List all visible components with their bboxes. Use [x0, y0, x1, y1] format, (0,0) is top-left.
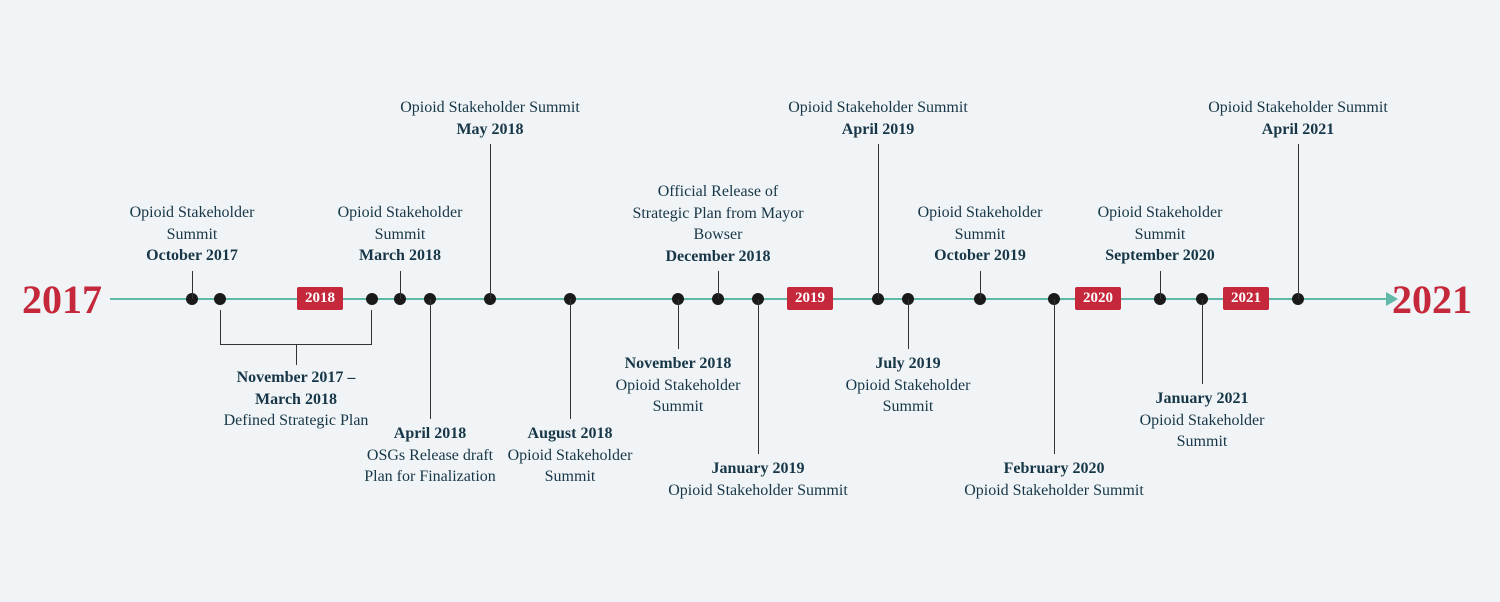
event-date: April 2021 [1178, 119, 1418, 141]
event-date: September 2020 [1080, 245, 1240, 267]
event-date: November 2017 – March 2018 [216, 367, 376, 410]
year-marker-2018: 2018 [297, 287, 343, 310]
event-date: January 2021 [1132, 388, 1272, 410]
event-stem [678, 299, 679, 349]
timeline-dot [366, 293, 378, 305]
event-stem [1298, 144, 1299, 299]
event-desc: Defined Strategic Plan [216, 410, 376, 432]
event-jul2019: July 2019Opioid Stakeholder Summit [843, 353, 973, 418]
event-stem [570, 299, 571, 419]
event-desc: Opioid Stakeholder Summit [1178, 97, 1418, 119]
event-may2018: Opioid Stakeholder SummitMay 2018 [370, 97, 610, 140]
event-nov2018: November 2018Opioid Stakeholder Summit [603, 353, 753, 418]
event-stem [718, 271, 719, 299]
event-stem [430, 299, 431, 419]
event-desc: Opioid Stakeholder Summit [370, 97, 610, 119]
event-stem [908, 299, 909, 349]
event-stem [296, 345, 297, 365]
event-stem [1160, 271, 1161, 299]
event-date: January 2019 [643, 458, 873, 480]
event-jan2021: January 2021Opioid Stakeholder Summit [1132, 388, 1272, 453]
event-desc: Opioid Stakeholder Summit [1132, 410, 1272, 453]
event-mar2018: Opioid Stakeholder SummitMarch 2018 [330, 202, 470, 267]
event-desc: Official Release of Strategic Plan from … [628, 181, 808, 246]
event-stem [878, 144, 879, 299]
timeline-end-year: 2021 [1392, 276, 1472, 323]
event-stem [758, 299, 759, 454]
event-date: November 2018 [603, 353, 753, 375]
event-feb2020: February 2020Opioid Stakeholder Summit [944, 458, 1164, 501]
event-date: July 2019 [843, 353, 973, 375]
event-desc: Opioid Stakeholder Summit [1080, 202, 1240, 245]
event-stem [980, 271, 981, 299]
event-date: March 2018 [330, 245, 470, 267]
event-date: May 2018 [370, 119, 610, 141]
timeline-dot [214, 293, 226, 305]
range-bracket [220, 310, 372, 345]
event-oct2017: Opioid Stakeholder SummitOctober 2017 [122, 202, 262, 267]
event-stem [192, 271, 193, 299]
event-desc: Opioid Stakeholder Summit [944, 480, 1164, 502]
event-desc: OSGs Release draft Plan for Finalization [355, 445, 505, 488]
event-desc: Opioid Stakeholder Summit [603, 375, 753, 418]
event-oct2019: Opioid Stakeholder SummitOctober 2019 [910, 202, 1050, 267]
timeline-start-year: 2017 [22, 276, 102, 323]
event-apr2018: April 2018OSGs Release draft Plan for Fi… [355, 423, 505, 488]
event-desc: Opioid Stakeholder Summit [643, 480, 873, 502]
event-apr2019: Opioid Stakeholder SummitApril 2019 [758, 97, 998, 140]
event-desc: Opioid Stakeholder Summit [843, 375, 973, 418]
event-date: February 2020 [944, 458, 1164, 480]
event-apr2021: Opioid Stakeholder SummitApril 2021 [1178, 97, 1418, 140]
year-marker-2020: 2020 [1075, 287, 1121, 310]
event-nov2017mar2018: November 2017 – March 2018Defined Strate… [216, 367, 376, 432]
event-desc: Opioid Stakeholder Summit [910, 202, 1050, 245]
event-sep2020: Opioid Stakeholder SummitSeptember 2020 [1080, 202, 1240, 267]
event-aug2018: August 2018Opioid Stakeholder Summit [505, 423, 635, 488]
event-desc: Opioid Stakeholder Summit [758, 97, 998, 119]
event-date: October 2019 [910, 245, 1050, 267]
year-marker-2019: 2019 [787, 287, 833, 310]
event-desc: Opioid Stakeholder Summit [505, 445, 635, 488]
event-stem [490, 144, 491, 299]
event-dec2018: Official Release of Strategic Plan from … [628, 181, 808, 267]
year-marker-2021: 2021 [1223, 287, 1269, 310]
event-date: April 2019 [758, 119, 998, 141]
event-date: December 2018 [628, 246, 808, 268]
event-desc: Opioid Stakeholder Summit [122, 202, 262, 245]
event-jan2019: January 2019Opioid Stakeholder Summit [643, 458, 873, 501]
event-date: October 2017 [122, 245, 262, 267]
event-desc: Opioid Stakeholder Summit [330, 202, 470, 245]
event-stem [400, 271, 401, 299]
event-date: April 2018 [355, 423, 505, 445]
event-stem [1202, 299, 1203, 384]
event-date: August 2018 [505, 423, 635, 445]
event-stem [1054, 299, 1055, 454]
